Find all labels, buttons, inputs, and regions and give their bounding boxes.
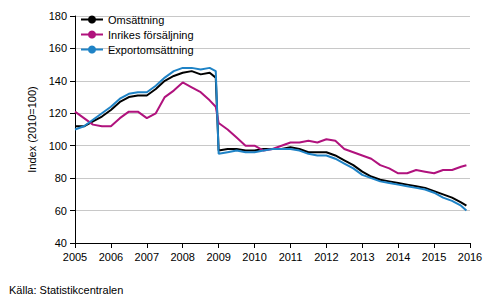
svg-text:60: 60 [55, 205, 67, 217]
svg-text:160: 160 [49, 42, 67, 54]
svg-text:Inrikes försäljning: Inrikes försäljning [108, 29, 194, 41]
svg-text:2013: 2013 [350, 251, 374, 263]
svg-text:2005: 2005 [63, 251, 87, 263]
svg-text:140: 140 [49, 75, 67, 87]
svg-text:40: 40 [55, 237, 67, 249]
svg-text:2015: 2015 [422, 251, 446, 263]
svg-text:2016: 2016 [458, 251, 482, 263]
svg-text:Index (2010=100): Index (2010=100) [26, 86, 38, 173]
svg-text:2011: 2011 [279, 251, 303, 263]
svg-text:2006: 2006 [99, 251, 123, 263]
svg-text:100: 100 [49, 140, 67, 152]
svg-text:2007: 2007 [135, 251, 159, 263]
svg-text:2008: 2008 [170, 251, 194, 263]
svg-text:180: 180 [49, 10, 67, 22]
svg-text:Exportomsättning: Exportomsättning [108, 44, 194, 56]
svg-text:120: 120 [49, 107, 67, 119]
svg-text:Källa: Statistikcentralen: Källa: Statistikcentralen [9, 284, 123, 296]
svg-text:2012: 2012 [314, 251, 338, 263]
svg-text:2010: 2010 [242, 251, 266, 263]
svg-text:80: 80 [55, 172, 67, 184]
svg-text:2009: 2009 [206, 251, 230, 263]
svg-text:2014: 2014 [386, 251, 410, 263]
svg-text:Omsättning: Omsättning [108, 14, 164, 26]
